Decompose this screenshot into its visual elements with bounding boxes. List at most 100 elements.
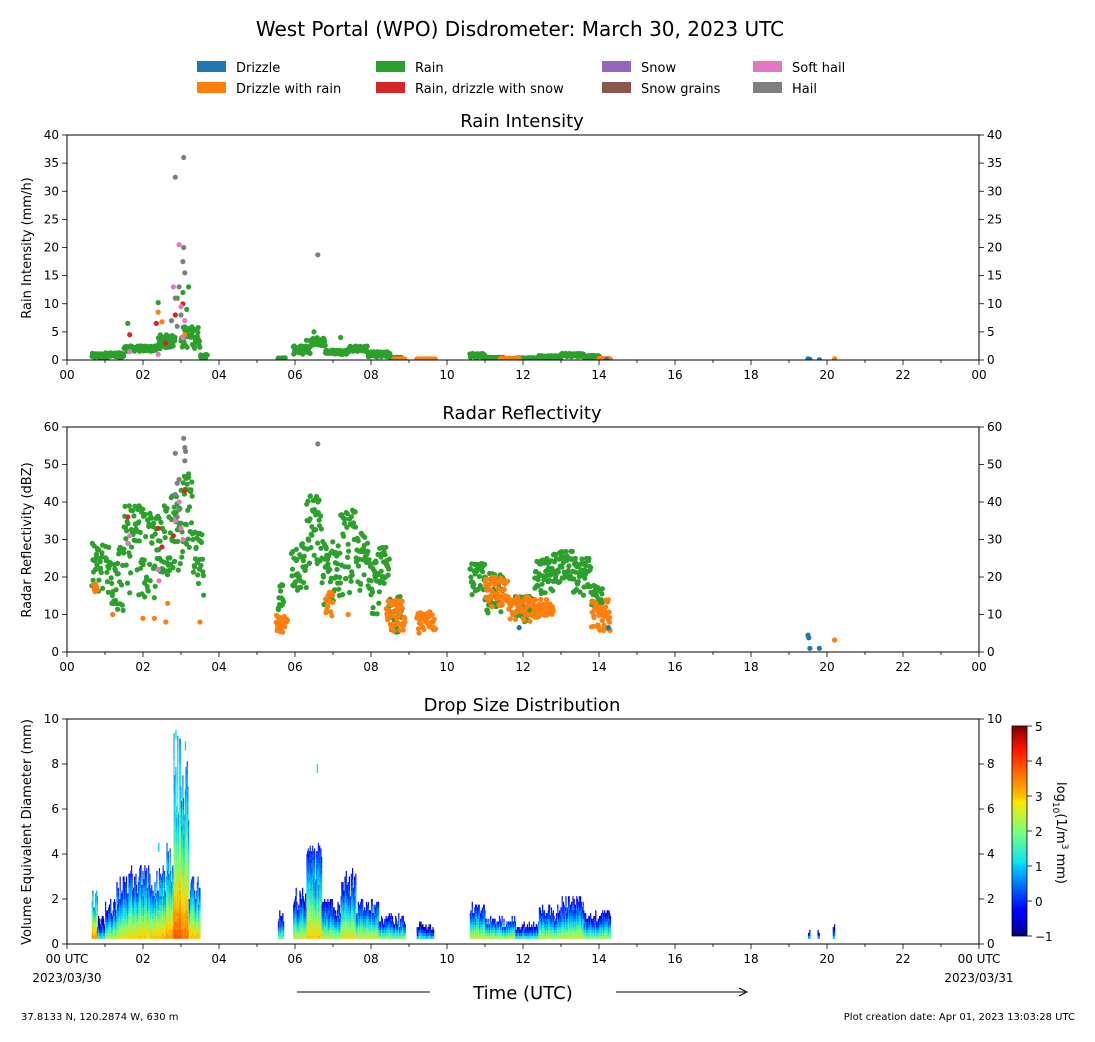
dsd-cell: [153, 910, 155, 914]
data-point: [334, 561, 340, 567]
dsd-cell: [128, 884, 130, 888]
dsd-cell: [129, 932, 131, 936]
dsd-cell: [155, 921, 157, 925]
data-point: [566, 563, 572, 569]
dsd-cell: [167, 915, 169, 919]
dsd-cell: [165, 935, 167, 939]
data-point: [376, 600, 382, 606]
data-point: [485, 610, 491, 616]
dsd-cell: [129, 907, 131, 911]
dsd-cell: [174, 924, 176, 928]
data-point: [607, 614, 613, 621]
dsd-cell: [127, 915, 129, 919]
dsd-cell: [158, 921, 160, 925]
dsd-cell: [151, 890, 153, 894]
data-point: [572, 555, 578, 562]
dsd-cell: [127, 935, 129, 939]
dsd-cell: [143, 890, 145, 894]
dsd-cell: [155, 896, 157, 900]
dsd-cell: [134, 887, 136, 891]
data-point: [124, 580, 131, 586]
dsd-cell: [170, 899, 172, 903]
dsd-cell: [117, 935, 119, 939]
dsd-cell: [167, 862, 169, 866]
dsd-cell: [177, 876, 179, 880]
data-point: [341, 520, 347, 527]
dsd-cell: [96, 910, 98, 914]
data-point: [172, 312, 178, 318]
dsd-cell: [163, 884, 166, 888]
data-point: [151, 615, 157, 621]
data-point: [352, 509, 358, 515]
dsd-cell: [164, 904, 166, 908]
dsd-cell: [122, 910, 124, 914]
dsd-cell: [174, 890, 176, 894]
dsd-cell: [107, 915, 109, 919]
dsd-cell: [121, 890, 123, 894]
dsd-cell: [174, 882, 176, 886]
data-point: [358, 581, 364, 587]
dsd-cell: [175, 817, 178, 821]
dsd-cell: [124, 910, 126, 914]
data-point: [319, 580, 325, 586]
dsd-cell: [151, 901, 153, 905]
data-point: [172, 491, 178, 498]
dsd-cell: [174, 820, 176, 824]
dsd-cell: [137, 890, 140, 894]
data-point: [189, 479, 195, 485]
y-tick-label-right: 0: [987, 353, 995, 367]
data-point: [807, 356, 813, 360]
dsd-cell: [117, 915, 119, 919]
dsd-cell: [103, 935, 105, 939]
dsd-cell: [119, 884, 121, 888]
data-point: [179, 554, 185, 560]
dsd-cell: [135, 876, 137, 880]
data-point: [180, 549, 186, 555]
dsd-cell: [118, 913, 121, 917]
dsd-cell: [145, 876, 147, 880]
dsd-cell: [98, 924, 100, 928]
dsd-cell: [158, 893, 160, 897]
dsd-cell: [109, 921, 111, 925]
legend-item: Snow: [602, 61, 676, 76]
data-point: [164, 505, 170, 511]
dsd-cell: [139, 893, 141, 897]
data-point: [344, 511, 350, 517]
dsd-cell: [115, 924, 117, 928]
dsd-cell: [131, 879, 133, 883]
dsd-cell: [92, 921, 94, 925]
dsd-cell: [136, 901, 138, 905]
drop-size-ylabel: Volume Equivalent Diameter (mm): [20, 719, 35, 945]
dsd-cell: [117, 927, 119, 931]
dsd-cell: [168, 913, 170, 917]
legend-label: Soft hail: [792, 61, 845, 76]
dsd-cell: [143, 901, 145, 905]
dsd-cell: [167, 929, 169, 933]
data-point: [94, 587, 100, 593]
data-point: [165, 600, 171, 606]
dsd-cell: [113, 929, 115, 933]
dsd-cell: [165, 907, 167, 911]
dsd-cell: [147, 915, 149, 919]
dsd-cell: [158, 932, 160, 936]
data-point: [155, 351, 161, 357]
dsd-cell: [177, 929, 179, 933]
dsd-cell: [162, 924, 164, 928]
data-point: [588, 564, 594, 571]
dsd-cell: [96, 896, 98, 900]
x-tick-label: 06: [287, 660, 302, 674]
dsd-cell: [98, 921, 100, 925]
dsd-cell: [139, 907, 141, 911]
dsd-cell: [170, 870, 172, 874]
dsd-cell: [168, 904, 170, 908]
dsd-cell: [107, 924, 109, 928]
dsd-cell: [126, 893, 128, 897]
dsd-cell: [139, 921, 141, 925]
dsd-cell: [116, 882, 118, 886]
dsd-cell: [175, 876, 178, 880]
dsd-cell: [145, 884, 147, 888]
dsd-cell: [148, 887, 150, 891]
y-tick-label-right: 15: [987, 269, 1002, 283]
dsd-cell: [177, 913, 179, 917]
data-point: [182, 318, 188, 324]
